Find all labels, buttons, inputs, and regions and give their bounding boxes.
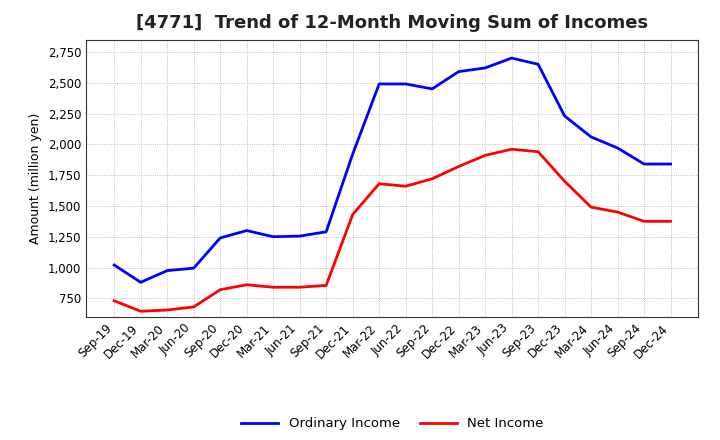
Net Income	[348, 212, 357, 217]
Net Income	[375, 181, 384, 187]
Net Income	[534, 149, 542, 154]
Net Income	[269, 285, 277, 290]
Ordinary Income	[454, 69, 463, 74]
Legend: Ordinary Income, Net Income: Ordinary Income, Net Income	[236, 412, 549, 436]
Ordinary Income	[481, 65, 490, 70]
Net Income	[189, 304, 198, 310]
Y-axis label: Amount (million yen): Amount (million yen)	[30, 113, 42, 244]
Ordinary Income	[560, 114, 569, 119]
Ordinary Income	[375, 81, 384, 87]
Ordinary Income	[401, 81, 410, 87]
Net Income	[216, 287, 225, 292]
Net Income	[454, 164, 463, 169]
Net Income	[243, 282, 251, 287]
Net Income	[295, 285, 304, 290]
Net Income	[401, 183, 410, 189]
Ordinary Income	[587, 134, 595, 139]
Net Income	[428, 176, 436, 181]
Net Income	[508, 147, 516, 152]
Ordinary Income	[666, 161, 675, 167]
Ordinary Income	[322, 229, 330, 235]
Net Income	[613, 209, 622, 215]
Title: [4771]  Trend of 12-Month Moving Sum of Incomes: [4771] Trend of 12-Month Moving Sum of I…	[136, 15, 649, 33]
Ordinary Income	[216, 235, 225, 241]
Ordinary Income	[640, 161, 649, 167]
Ordinary Income	[534, 62, 542, 67]
Ordinary Income	[243, 228, 251, 233]
Ordinary Income	[269, 234, 277, 239]
Net Income	[640, 219, 649, 224]
Ordinary Income	[428, 86, 436, 92]
Net Income	[481, 153, 490, 158]
Net Income	[587, 205, 595, 210]
Ordinary Income	[613, 145, 622, 150]
Net Income	[560, 179, 569, 184]
Net Income	[136, 308, 145, 314]
Net Income	[322, 283, 330, 288]
Ordinary Income	[110, 262, 119, 268]
Ordinary Income	[136, 280, 145, 285]
Line: Net Income: Net Income	[114, 149, 670, 311]
Net Income	[110, 298, 119, 304]
Net Income	[666, 219, 675, 224]
Ordinary Income	[348, 151, 357, 157]
Ordinary Income	[508, 55, 516, 61]
Ordinary Income	[295, 234, 304, 239]
Ordinary Income	[189, 265, 198, 271]
Line: Ordinary Income: Ordinary Income	[114, 58, 670, 282]
Net Income	[163, 308, 171, 313]
Ordinary Income	[163, 268, 171, 273]
